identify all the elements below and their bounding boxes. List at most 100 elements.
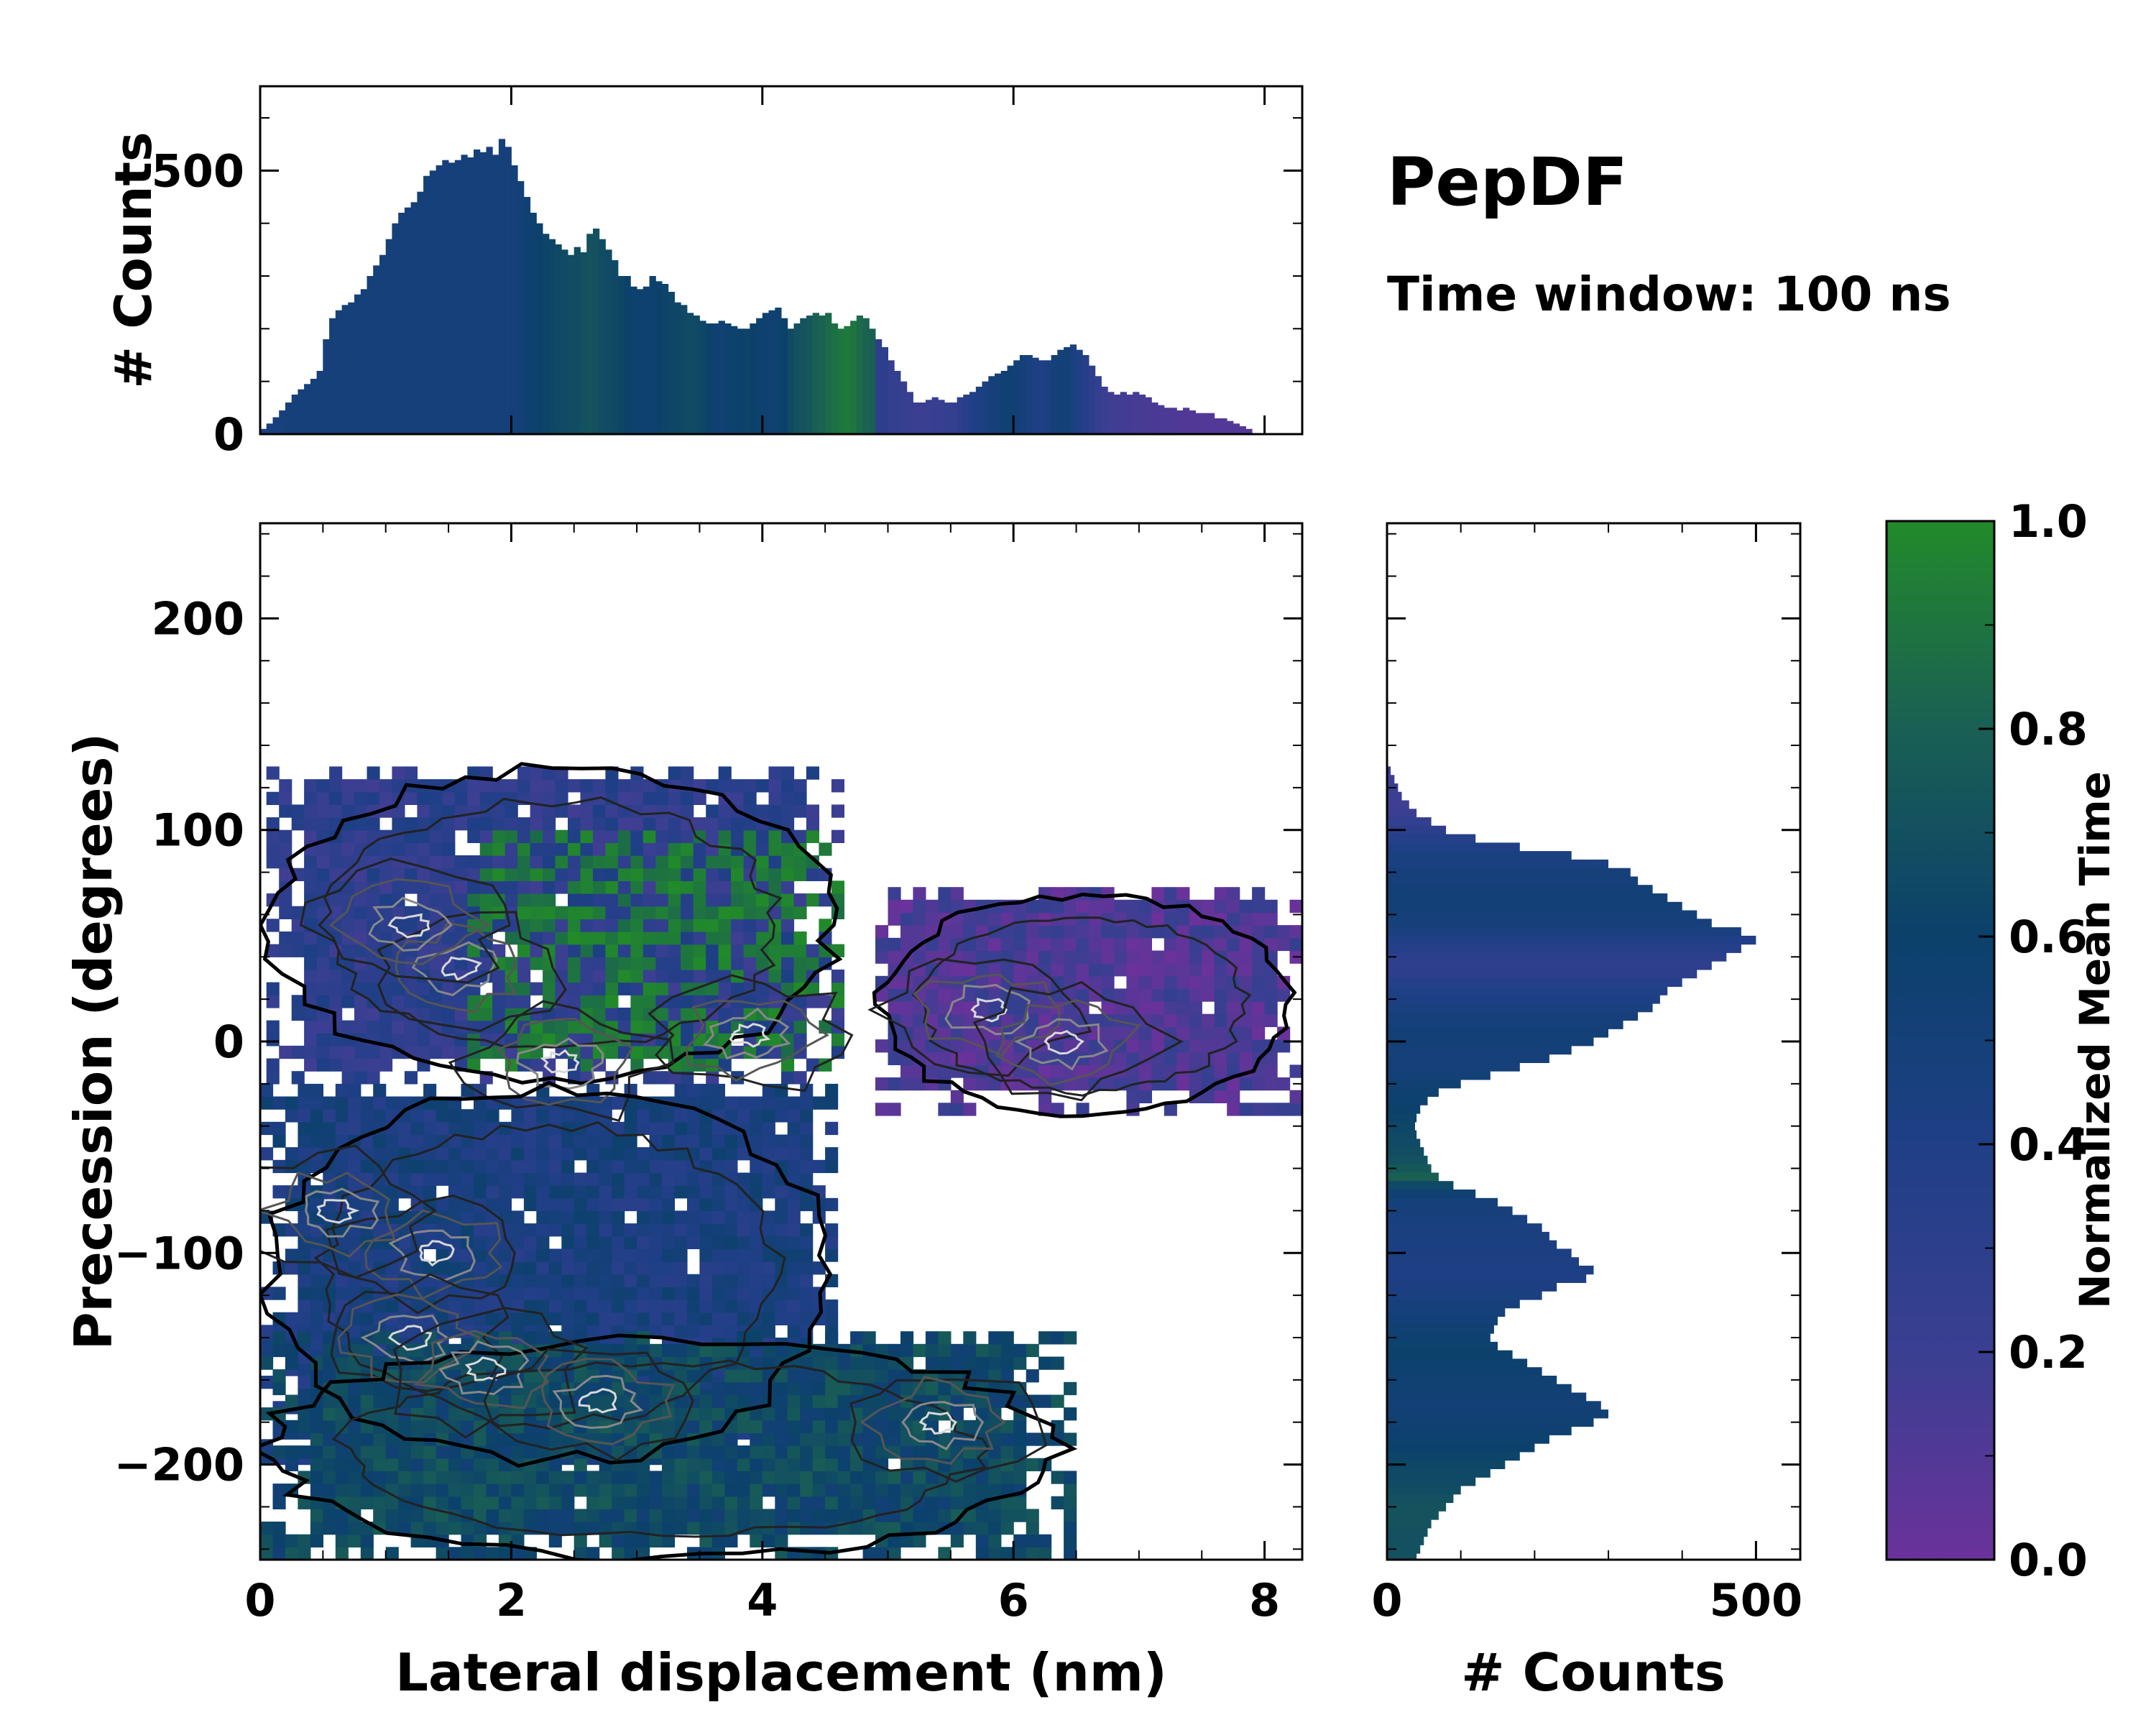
heatmap-cell	[599, 1185, 612, 1199]
heatmap-cell	[662, 1274, 676, 1287]
heatmap-cell	[925, 1064, 939, 1078]
heatmap-cell	[354, 842, 368, 856]
heatmap-cell	[862, 1484, 876, 1497]
heatmap-cell	[498, 1471, 512, 1484]
heatmap-cell	[787, 1223, 801, 1237]
heatmap-cell	[536, 1109, 550, 1123]
colorbar-tick-label: 1.0	[2009, 495, 2088, 548]
heatmap-cell	[812, 1420, 826, 1434]
heatmap-cell	[367, 1045, 380, 1059]
heatmap-cell	[561, 1159, 575, 1174]
heatmap-cell	[888, 1001, 901, 1015]
top-histogram-bar	[862, 318, 870, 434]
heatmap-cell	[1000, 1547, 1014, 1560]
heatmap-cell	[266, 1071, 280, 1085]
top-histogram-bar	[1176, 410, 1184, 434]
heatmap-cell	[630, 1058, 644, 1072]
heatmap-cell	[561, 1484, 575, 1497]
heatmap-cell	[617, 817, 631, 831]
top-histogram-bar	[354, 294, 361, 434]
heatmap-cell	[750, 1109, 763, 1123]
heatmap-cell	[888, 1052, 901, 1065]
heatmap-cell	[304, 804, 318, 818]
heatmap-cell	[505, 995, 518, 1008]
heatmap-cell	[668, 829, 681, 843]
heatmap-cell	[304, 1020, 318, 1034]
heatmap-cell	[530, 779, 543, 793]
heatmap-cell	[423, 1496, 437, 1509]
heatmap-cell	[436, 1471, 449, 1484]
heatmap-cell	[505, 855, 518, 869]
heatmap-cell	[1239, 1103, 1253, 1116]
heatmap-cell	[285, 1096, 298, 1110]
heatmap-cell	[523, 1381, 537, 1396]
heatmap-cell	[354, 1020, 368, 1034]
heatmap-cell	[323, 1509, 336, 1522]
right-histogram-bar	[1387, 1011, 1639, 1021]
heatmap-cell	[687, 1134, 701, 1148]
heatmap-cell	[1176, 1026, 1190, 1040]
heatmap-cell	[662, 1287, 676, 1300]
heatmap-cell	[486, 1159, 499, 1174]
heatmap-cell	[1126, 950, 1140, 964]
heatmap-cell	[1013, 1394, 1027, 1408]
heatmap-cell	[555, 1033, 568, 1046]
heatmap-cell	[731, 906, 745, 919]
heatmap-cell	[536, 1236, 550, 1249]
heatmap-cell	[681, 1058, 694, 1072]
heatmap-cell	[693, 880, 706, 894]
heatmap-cell	[404, 880, 418, 894]
heatmap-cell	[756, 855, 770, 869]
heatmap-cell	[486, 1172, 499, 1186]
heatmap-cell	[649, 1394, 663, 1408]
top-histogram-bar	[963, 395, 970, 434]
heatmap-cell	[624, 1223, 637, 1237]
heatmap-cell	[341, 829, 355, 843]
heatmap-cell	[837, 1407, 851, 1421]
right-histogram-bar	[1387, 901, 1682, 911]
top-histogram-bar	[931, 397, 939, 434]
heatmap-cell	[291, 817, 305, 831]
heatmap-cell	[536, 1274, 550, 1287]
heatmap-cell	[423, 1458, 437, 1471]
heatmap-cell	[260, 1522, 274, 1535]
heatmap-cell	[329, 791, 343, 805]
heatmap-cell	[523, 1522, 537, 1535]
heatmap-cell	[819, 842, 832, 856]
heatmap-cell	[599, 1197, 612, 1212]
heatmap-cell	[523, 1223, 537, 1237]
top-histogram-bar	[442, 160, 449, 434]
heatmap-cell	[348, 1484, 361, 1497]
heatmap-cell	[787, 1109, 801, 1123]
heatmap-cell	[1026, 1432, 1039, 1446]
heatmap-cell	[530, 944, 543, 957]
heatmap-cell	[474, 1496, 487, 1509]
heatmap-cell	[624, 1121, 637, 1136]
heatmap-cell	[1114, 963, 1128, 977]
heatmap-cell	[630, 817, 644, 831]
heatmap-cell	[398, 1509, 412, 1522]
heatmap-cell	[1151, 887, 1165, 901]
heatmap-cell	[1000, 1369, 1014, 1383]
heatmap-cell	[624, 1356, 637, 1370]
heatmap-cell	[737, 1420, 750, 1434]
heatmap-cell	[711, 1343, 725, 1358]
heatmap-cell	[617, 893, 631, 907]
heatmap-cell	[1038, 950, 1052, 964]
right-histogram-bar	[1387, 1096, 1428, 1105]
heatmap-cell	[436, 1261, 449, 1275]
heatmap-cell	[548, 1210, 562, 1224]
heatmap-cell	[637, 1210, 650, 1224]
heatmap-cell	[950, 1445, 964, 1459]
right-histogram-bar	[1387, 1460, 1506, 1469]
heatmap-cell	[316, 817, 330, 831]
heatmap-cell	[642, 804, 656, 818]
joint-plot-ylabel: Precession (degrees)	[63, 733, 124, 1351]
heatmap-cell	[1189, 988, 1202, 1002]
heatmap-cell	[410, 1445, 424, 1459]
top-histogram-bar	[806, 316, 814, 434]
heatmap-cell	[341, 995, 355, 1008]
heatmap-cell	[630, 995, 644, 1008]
heatmap-cell	[699, 1185, 713, 1199]
heatmap-cell	[279, 906, 292, 919]
